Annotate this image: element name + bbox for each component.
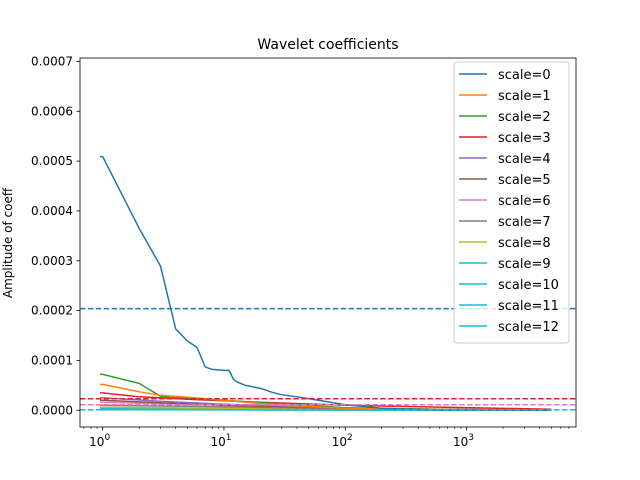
legend-label: scale=4 [498,152,551,167]
y-tick-label: 0.0003 [31,254,73,268]
x-tick-label: 101 [210,433,231,449]
legend-label: scale=1 [498,89,551,104]
x-tick-label: 100 [89,433,110,449]
x-tick-label: 102 [332,433,353,449]
legend-label: scale=10 [498,278,559,293]
y-tick-label: 0.0007 [31,54,73,68]
y-tick-label: 0.0006 [31,104,73,118]
y-tick-label: 0.0004 [31,204,73,218]
legend-label: scale=0 [498,68,551,83]
y-tick-label: 0.0001 [31,353,73,367]
legend-label: scale=6 [498,194,551,209]
legend-label: scale=8 [498,236,551,251]
legend: scale=0 scale=1 scale=2 scale=3 scale=4 scale… [453,61,570,344]
plot-area: 0.0000 0.0001 0.0002 0.0003 0.0004 0.0005 0.00… [31,54,577,449]
y-tick-label: 0.0002 [31,304,73,318]
x-tick-label: 103 [453,433,474,449]
legend-label: scale=9 [498,257,551,272]
legend-label: scale=7 [498,215,551,230]
y-axis-label: Amplitude of coeff [1,187,15,298]
axes-frame [79,57,577,428]
legend-label: scale=5 [498,173,551,188]
legend-label: scale=2 [498,110,551,125]
legend-frame [453,61,570,344]
legend-label: scale=3 [498,131,551,146]
y-tick-label: 0.0005 [31,154,73,168]
y-tick-label: 0.0000 [31,403,73,417]
chart-title: Wavelet coefficients [257,37,398,53]
legend-label: scale=11 [498,299,559,314]
legend-label: scale=12 [498,320,559,335]
